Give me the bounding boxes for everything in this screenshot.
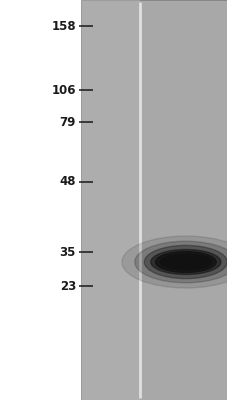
Text: 79: 79 [59, 116, 76, 128]
Ellipse shape [134, 241, 227, 283]
Ellipse shape [150, 250, 220, 274]
Ellipse shape [144, 245, 226, 279]
Ellipse shape [160, 254, 210, 270]
Text: 48: 48 [59, 176, 76, 188]
Bar [81, 0, 227, 400]
Text: 158: 158 [51, 20, 76, 32]
Text: 23: 23 [59, 280, 76, 292]
Bar [81, 0, 140, 400]
Text: 35: 35 [59, 246, 76, 258]
Ellipse shape [155, 252, 215, 272]
Ellipse shape [121, 236, 227, 288]
Text: 106: 106 [51, 84, 76, 96]
